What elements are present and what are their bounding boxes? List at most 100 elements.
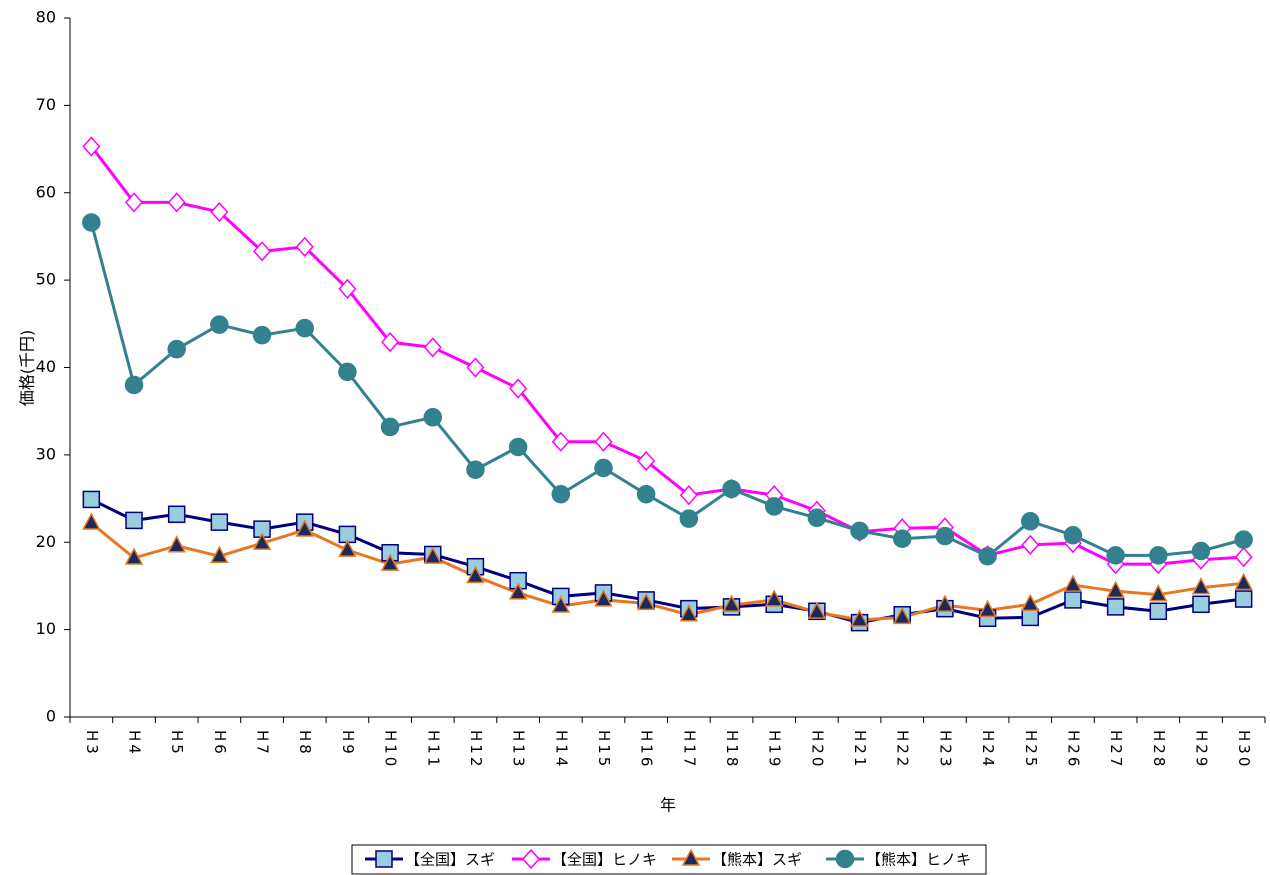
data-point <box>466 460 485 479</box>
data-point <box>210 513 229 531</box>
data-point <box>1192 595 1210 614</box>
series-line <box>90 521 1244 622</box>
data-point <box>125 511 143 530</box>
y-tick-label: 0 <box>46 707 56 726</box>
data-point <box>1191 577 1211 595</box>
data-point <box>935 526 955 546</box>
data-point <box>935 594 955 612</box>
data-point <box>850 609 869 627</box>
data-point <box>381 332 400 353</box>
x-tick-label: H20 <box>808 730 826 769</box>
data-point <box>252 325 272 345</box>
data-point <box>423 337 442 358</box>
data-point <box>1234 590 1253 608</box>
data-point <box>380 553 400 571</box>
data-point <box>82 512 101 530</box>
data-point <box>252 532 272 550</box>
legend-label: 【熊本】ヒノキ <box>866 851 971 869</box>
data-point <box>722 479 741 499</box>
x-tick-label: H22 <box>894 730 912 769</box>
x-tick-label: H12 <box>467 730 485 769</box>
data-point <box>508 437 528 457</box>
series-line <box>90 498 1244 625</box>
data-point <box>423 408 443 427</box>
x-tick-label: H24 <box>979 730 997 769</box>
legend <box>351 844 987 875</box>
x-tick-label: H11 <box>424 730 442 769</box>
x-tick-label: H27 <box>1107 730 1125 769</box>
data-point <box>253 241 272 262</box>
x-tick-label: H7 <box>254 730 272 757</box>
x-tick-label: H3 <box>83 730 101 757</box>
x-tick-label: H26 <box>1064 730 1082 769</box>
x-tick-label: H19 <box>766 730 784 769</box>
legend-label: 【全国】スギ <box>405 851 495 869</box>
legend-marker <box>681 848 701 866</box>
data-point <box>210 201 229 223</box>
y-tick-label: 10 <box>36 619 56 638</box>
data-point <box>1106 598 1125 616</box>
series-line <box>89 222 1245 558</box>
data-point <box>167 192 186 213</box>
data-point <box>551 595 571 613</box>
x-tick-label: H25 <box>1022 730 1040 769</box>
x-tick-label: H18 <box>723 730 741 769</box>
y-tick-label: 50 <box>36 270 56 289</box>
data-point <box>82 213 101 232</box>
data-point <box>764 497 784 516</box>
x-tick-label: H23 <box>936 730 954 769</box>
x-tick-label: H6 <box>211 730 229 757</box>
y-tick-label: 60 <box>36 182 56 201</box>
data-point <box>338 362 357 382</box>
data-point <box>679 484 698 506</box>
data-point <box>508 582 528 600</box>
x-tick-label: H15 <box>595 730 613 769</box>
y-axis-label: 価格(千円) <box>18 330 37 407</box>
legend-marker <box>835 849 855 869</box>
x-tick-label: H29 <box>1192 730 1210 769</box>
x-tick-label: H9 <box>339 730 357 757</box>
data-point <box>1191 541 1211 561</box>
data-point <box>807 508 827 528</box>
data-point <box>509 378 528 399</box>
data-point <box>1063 574 1083 592</box>
x-tick-label: H21 <box>851 730 869 769</box>
data-point <box>637 450 656 472</box>
data-point <box>764 589 784 607</box>
data-point <box>124 375 144 395</box>
data-point <box>167 535 186 553</box>
x-axis-label: 年 <box>660 796 676 815</box>
data-point <box>978 546 997 566</box>
x-tick-label: H14 <box>552 730 570 769</box>
x-tick-label: H5 <box>168 730 186 757</box>
data-point <box>82 136 101 157</box>
data-point <box>82 490 101 509</box>
x-tick-label: H16 <box>638 730 656 769</box>
data-point <box>1149 546 1168 565</box>
data-point <box>295 318 314 338</box>
x-tick-label: H28 <box>1150 730 1168 769</box>
legend-marker <box>375 850 393 868</box>
data-point <box>167 339 186 359</box>
data-point <box>295 236 314 258</box>
data-point <box>1106 546 1125 565</box>
legend-label: 【熊本】スギ <box>712 851 802 869</box>
x-tick-label: H30 <box>1235 730 1253 769</box>
x-tick-label: H4 <box>126 730 144 757</box>
data-point <box>380 417 400 437</box>
data-point <box>338 278 357 299</box>
data-point <box>167 505 186 524</box>
data-point <box>594 589 613 607</box>
data-point <box>892 606 912 625</box>
data-point <box>850 521 869 541</box>
series-line <box>90 145 1244 566</box>
data-point <box>892 529 912 549</box>
data-point <box>1234 546 1253 568</box>
data-point <box>1021 512 1040 531</box>
data-point <box>978 599 997 618</box>
data-point <box>594 431 613 452</box>
data-point <box>1021 593 1040 612</box>
data-point <box>1149 584 1168 602</box>
data-point <box>722 594 741 612</box>
x-tick-label: H17 <box>680 730 698 769</box>
